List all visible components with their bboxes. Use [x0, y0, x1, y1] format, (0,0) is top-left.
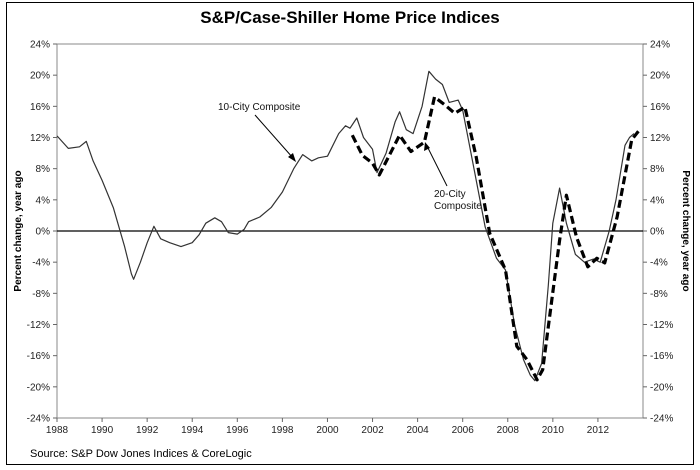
y-tick-label-right: -8%: [650, 289, 668, 300]
y-tick-label-left: -8%: [32, 289, 50, 300]
y-tick-label-right: 16%: [650, 102, 670, 113]
x-tick-label: 2004: [406, 425, 429, 436]
y-tick-label-right: -20%: [650, 382, 673, 393]
y-tick-label-right: 12%: [650, 133, 670, 144]
y-tick-label-left: 8%: [36, 164, 51, 175]
x-tick-label: 1994: [181, 425, 204, 436]
x-axis: 1988 1990 1992 1994 1996 1998 2000 2002 2004 2006…: [46, 418, 610, 436]
y-tick-label-right: -24%: [650, 414, 673, 425]
x-tick-label: 2012: [587, 425, 610, 436]
annotation-arrow-20-city: [426, 145, 448, 187]
y-tick-label-left: 0%: [36, 227, 51, 238]
x-tick-label: 2006: [452, 425, 475, 436]
y-tick-label-right: 8%: [650, 164, 665, 175]
y-axis-left: 24% 20% 16% 12% 8% 4% 0% -4% -8% -12% -16% -20% -24%: [27, 40, 57, 425]
chart-frame: [6, 2, 694, 465]
y-tick-label-left: -20%: [27, 382, 50, 393]
y-tick-label-right: 4%: [650, 195, 665, 206]
annotation-10-city: 10-City Composite: [218, 102, 301, 113]
annotation-arrow-10-city: [254, 114, 294, 159]
y-tick-label-left: -4%: [32, 258, 50, 269]
y-tick-label-left: -24%: [27, 414, 50, 425]
series-line-20-city: [350, 95, 641, 382]
x-tick-label: 1998: [271, 425, 294, 436]
series-line-10-city: [56, 70, 635, 382]
y-tick-label-right: -16%: [650, 351, 673, 362]
y-axis-label-right: Percent change, year ago: [680, 170, 691, 291]
y-tick-label-left: -12%: [27, 320, 50, 331]
y-axis-right: 24% 20% 16% 12% 8% 4% 0% -4% -8% -12% -16% -20% -24%: [643, 40, 673, 425]
y-tick-label-right: -12%: [650, 320, 673, 331]
x-tick-label: 2000: [316, 425, 339, 436]
x-tick-label: 1996: [226, 425, 249, 436]
y-tick-label-left: 24%: [30, 40, 50, 51]
x-tick-label: 1988: [46, 425, 69, 436]
y-axis-label-left: Percent change, year ago: [13, 170, 24, 291]
y-tick-label-left: 12%: [30, 133, 50, 144]
x-tick-label: 1990: [91, 425, 114, 436]
y-tick-label-left: 16%: [30, 102, 50, 113]
annotation-20-city-line2: Composite: [434, 201, 482, 212]
x-tick-label: 1992: [136, 425, 159, 436]
chart-title: S&P/Case-Shiller Home Price Indices: [200, 8, 500, 27]
arrowhead-20-city-icon: [424, 142, 430, 151]
arrowhead-10-city-icon: [288, 153, 296, 162]
y-tick-label-right: -4%: [650, 258, 668, 269]
y-tick-label-right: 20%: [650, 71, 670, 82]
x-tick-label: 2008: [497, 425, 520, 436]
y-tick-label-left: 4%: [36, 195, 51, 206]
series-group: [56, 70, 641, 382]
annotation-20-city-line1: 20-City: [434, 189, 466, 200]
x-tick-label: 2010: [542, 425, 565, 436]
y-tick-label-left: -16%: [27, 351, 50, 362]
x-tick-label: 2002: [361, 425, 384, 436]
y-tick-label-right: 0%: [650, 227, 665, 238]
y-tick-label-left: 20%: [30, 71, 50, 82]
source-note: Source: S&P Dow Jones Indices & CoreLogi…: [30, 448, 252, 460]
y-tick-label-right: 24%: [650, 40, 670, 51]
